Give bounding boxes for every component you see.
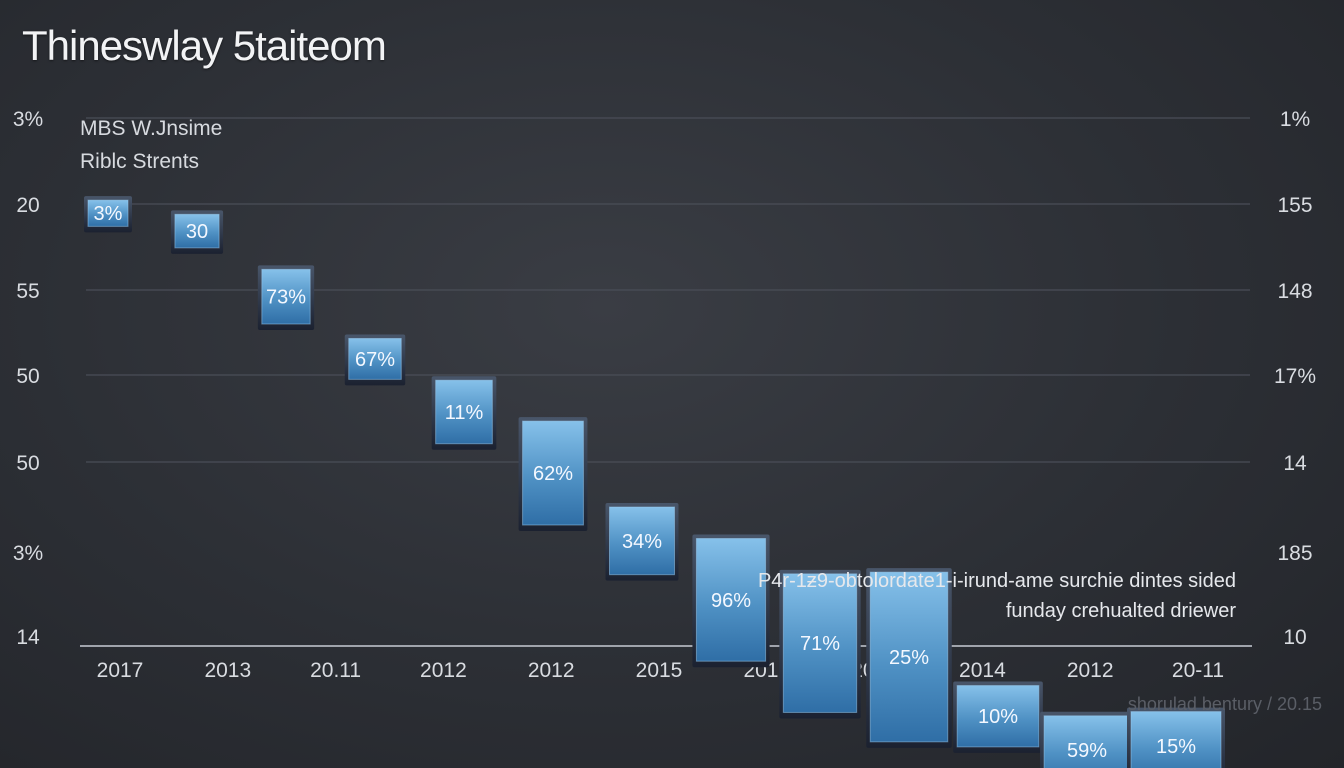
bar: 73% (257, 265, 315, 330)
y-tick-left: 55 (16, 280, 39, 303)
bar-rect (261, 268, 311, 325)
bar: 25% (866, 568, 952, 748)
bar: 10% (953, 681, 1043, 753)
bar-rect (435, 379, 493, 445)
bar: 62% (518, 417, 588, 531)
y-tick-right: 17% (1274, 365, 1316, 388)
x-tick-label: 2017 (97, 659, 144, 682)
bar-rect (1130, 711, 1222, 768)
bar-value-label: 30 (186, 221, 208, 243)
y-tick-left: 3% (13, 542, 43, 565)
y-tick-right: 185 (1277, 542, 1312, 565)
bar-value-label: 71% (800, 633, 840, 655)
bar-value-label: 73% (266, 287, 306, 309)
bar-value-label: 62% (533, 463, 573, 485)
bar-value-label: 34% (622, 531, 662, 553)
x-tick-label: 2012 (528, 659, 575, 682)
legend-entry-2: Riblc Strents (80, 150, 200, 173)
y-axis-right: 1% 155 148 17% 14 185 10 (1274, 108, 1316, 649)
annotation-line-2: funday crehualted driewer (1005, 600, 1236, 622)
y-tick-right: 148 (1277, 280, 1312, 303)
bar-rect (348, 337, 402, 380)
legend: MBS W.Jnsime Riblc Strents (80, 112, 222, 178)
y-tick-left: 3% (13, 108, 43, 131)
y-tick-right: 155 (1277, 194, 1312, 217)
bars: 3% 30 73% 67% 11% 62% 34% 96% 71% 25% 10% 59% 15% (84, 196, 1225, 768)
bar-value-label: 11% (445, 402, 484, 424)
bar-rect (174, 213, 220, 249)
bar-rect (869, 571, 949, 743)
y-tick-right: 1% (1280, 108, 1310, 131)
x-tick-label: 2014 (959, 659, 1006, 682)
bar-value-label: 25% (889, 647, 929, 669)
bar-rect (609, 506, 675, 576)
bar: 59% (1040, 711, 1134, 768)
chart-title: Thineswlay 5taiteom (22, 22, 387, 69)
y-tick-right: 14 (1283, 452, 1307, 475)
bar: 3% (84, 196, 132, 233)
bar: 67% (344, 334, 406, 386)
bar-rect (782, 573, 858, 713)
y-tick-left: 50 (16, 365, 39, 388)
bar-value-label: 10% (978, 706, 1018, 728)
bar-value-label: 15% (1156, 736, 1196, 758)
x-tick-label: 2015 (636, 659, 683, 682)
x-tick-label: 20-11 (1172, 659, 1224, 682)
y-axis-left: 3% 20 55 50 50 3% 14 (13, 108, 43, 649)
y-tick-right: 10 (1283, 626, 1306, 649)
x-tick-label: 2012 (420, 659, 467, 682)
annotation-note: P4r-1ƶ9-obtolordate1-i-irund-ame surchie… (758, 566, 1236, 626)
bar: 71% (779, 569, 861, 719)
bar: 11% (431, 376, 497, 450)
x-tick-label: 2013 (204, 659, 251, 682)
legend-entry-1: MBS W.Jnsime (80, 117, 223, 140)
x-tick-label: 20.11 (310, 659, 361, 682)
y-tick-left: 50 (16, 452, 39, 475)
bar-value-label: 67% (355, 349, 395, 371)
bar: 15% (1127, 707, 1225, 768)
y-tick-left: 14 (16, 626, 40, 649)
y-tick-left: 20 (16, 194, 39, 217)
bar-rect (522, 420, 584, 526)
bar: 30 (170, 210, 224, 254)
footer-text: shorulad bentury / 20.15 (1127, 694, 1322, 714)
x-tick-label: 2012 (1067, 659, 1114, 682)
bar-rect (87, 199, 129, 227)
bar-value-label: 3% (94, 203, 123, 225)
bar: 34% (605, 503, 679, 581)
bar-rect (695, 538, 767, 662)
bar-value-label: 59% (1067, 740, 1107, 762)
bar-rect (956, 685, 1040, 748)
x-axis-ticks: 2017201320.11201220122015201220132014201… (97, 659, 1224, 682)
bar-value-label: 96% (711, 590, 751, 612)
annotation-line-1: P4r-1ƶ9-obtolordate1-i-irund-ame surchie… (757, 570, 1236, 592)
bar: 96% (692, 534, 770, 668)
